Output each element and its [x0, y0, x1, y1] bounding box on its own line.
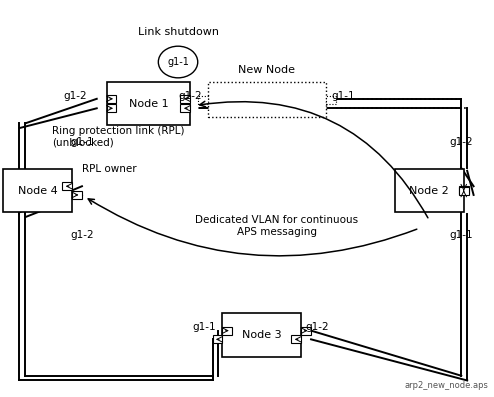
Circle shape [159, 46, 198, 78]
Bar [459, 186, 469, 194]
Bar [180, 95, 190, 103]
Text: New Node: New Node [238, 65, 295, 75]
Bar [198, 96, 207, 104]
Bar [180, 104, 190, 112]
Text: RPL owner: RPL owner [82, 164, 137, 174]
Text: g1-1: g1-1 [193, 322, 216, 332]
Bar [222, 313, 301, 357]
Text: Dedicated VLAN for continuous
APS messaging: Dedicated VLAN for continuous APS messag… [195, 216, 358, 237]
Text: g1-2: g1-2 [63, 91, 87, 101]
Text: g1-2: g1-2 [305, 322, 329, 332]
Bar [222, 327, 232, 335]
Text: Node 2: Node 2 [410, 185, 449, 196]
Text: g1-2: g1-2 [71, 230, 94, 240]
Bar [62, 182, 72, 190]
Text: Node 1: Node 1 [128, 98, 168, 108]
Bar [107, 104, 117, 112]
Bar [459, 187, 469, 195]
Bar [107, 95, 117, 103]
Bar [212, 335, 222, 343]
Bar [3, 169, 72, 212]
Text: Node 4: Node 4 [18, 185, 57, 196]
Bar [107, 82, 190, 125]
Text: Node 3: Node 3 [242, 330, 282, 340]
Text: g1-2: g1-2 [178, 91, 202, 101]
Bar [72, 191, 82, 199]
Text: Ring protection link (RPL)
(unblocked): Ring protection link (RPL) (unblocked) [52, 126, 185, 148]
Text: g1-2: g1-2 [449, 137, 473, 147]
Text: arp2_new_node.aps: arp2_new_node.aps [405, 382, 489, 390]
Text: Link shutdown: Link shutdown [137, 27, 218, 37]
Text: g1-1: g1-1 [332, 91, 355, 101]
Text: g1-1: g1-1 [449, 230, 473, 240]
Bar [207, 82, 326, 118]
Bar [301, 327, 311, 335]
Text: g1-1: g1-1 [167, 57, 189, 67]
Text: g1-1: g1-1 [71, 137, 94, 147]
Bar [326, 96, 335, 104]
Bar [291, 335, 301, 343]
Bar [395, 169, 464, 212]
